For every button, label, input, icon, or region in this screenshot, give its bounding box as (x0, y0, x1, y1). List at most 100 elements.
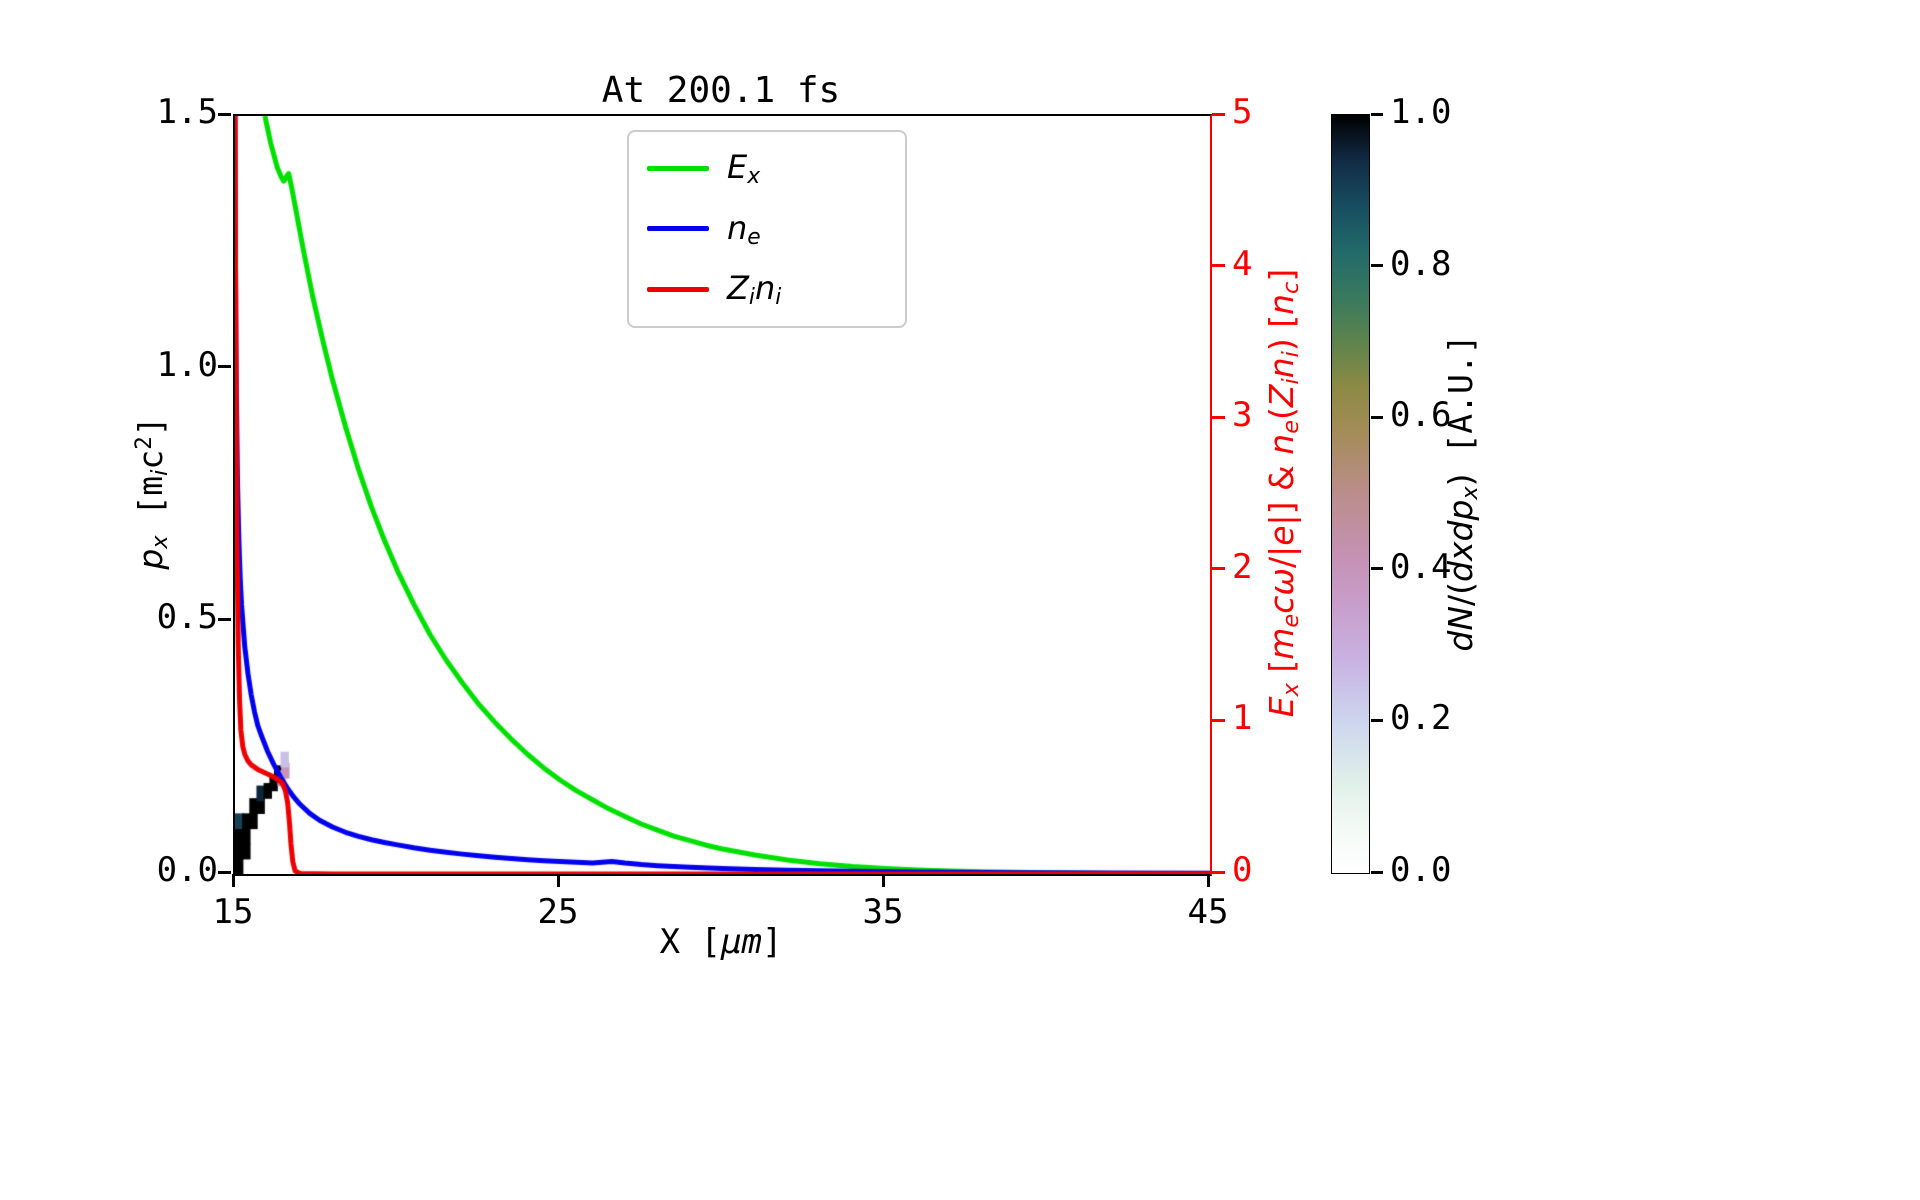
label-segment: n (1262, 357, 1302, 379)
y-left-tick-label: 0.0 (156, 850, 218, 890)
legend: Ex ne Zini (627, 130, 907, 328)
label-segment: e (1277, 419, 1304, 434)
colorbar-tick-label: 0.2 (1390, 698, 1452, 739)
label-segment: n (1262, 433, 1302, 455)
x-tick-label: 45 (1187, 892, 1229, 932)
x-tick-label: 35 (862, 892, 904, 932)
label-segment: p (131, 548, 171, 570)
y-right-tick-label: 0 (1232, 850, 1253, 890)
colorbar-tick (1371, 415, 1383, 419)
label-segment: 2 (130, 436, 157, 450)
label-segment: ( (1262, 407, 1302, 420)
label-segment: μm (720, 922, 762, 962)
y-right-tick-label: 2 (1232, 546, 1253, 587)
legend-line-swatch (647, 287, 709, 293)
label-segment: ] (761, 922, 783, 962)
label-segment: ] (1262, 268, 1302, 282)
label-segment: i (775, 285, 782, 311)
y-left-tick-label: 0.5 (156, 597, 218, 638)
label-segment: i (1277, 378, 1304, 385)
label-segment: n (754, 269, 776, 308)
label-segment: X [ (659, 922, 721, 962)
label-segment: [ (131, 495, 171, 536)
y-right-tick-label: 4 (1232, 243, 1253, 284)
colorbar-tick-label: 0.0 (1390, 850, 1452, 890)
label-segment: c (1277, 281, 1304, 294)
colorbar-label: dN/(dxdpx) [A.U.] (1441, 334, 1483, 651)
label-segment: ) (1441, 473, 1481, 487)
label-segment: dN (1441, 605, 1481, 652)
colorbar-tick (1371, 567, 1383, 571)
colorbar-tick-label: 0.4 (1390, 546, 1452, 587)
label-segment: x (147, 535, 174, 549)
y-right-tick-label: 1 (1232, 698, 1253, 739)
label-segment: i (147, 469, 174, 476)
legend-item: ne (629, 209, 905, 250)
label-segment: m (131, 475, 171, 496)
label-segment: x (1277, 683, 1304, 697)
colorbar-tick-label: 1.0 (1390, 92, 1452, 132)
colorbar-tick-label: 0.8 (1390, 243, 1452, 284)
legend-label: Ex (727, 148, 760, 189)
label-segment: e (747, 224, 761, 250)
y-right-tick (1212, 264, 1225, 268)
label-segment: /| (1262, 545, 1302, 568)
label-segment: ] (131, 416, 171, 437)
y-axis-label-right: Ex [mecω/|e|] & ne(Zini) [nc] (1262, 269, 1304, 718)
label-segment: c (131, 449, 171, 470)
colorbar-tick (1371, 718, 1383, 722)
y-right-tick (1212, 415, 1225, 419)
label-segment: |] & (1262, 454, 1302, 526)
label-segment: e (1277, 613, 1304, 628)
y-left-tick (218, 365, 231, 369)
label-segment: E (727, 147, 748, 186)
label-segment: c (1262, 595, 1302, 614)
y-right-tick (1212, 112, 1225, 116)
colorbar-tick (1371, 112, 1383, 116)
x-axis-label: X [μm] (660, 922, 783, 962)
legend-label: ne (727, 209, 761, 250)
chart-title: At 200.1 fs (601, 70, 841, 111)
y-right-tick (1212, 567, 1225, 571)
label-segment: m (1262, 627, 1302, 660)
legend-line-swatch (647, 226, 709, 232)
y-left-tick-label: 1.0 (156, 344, 218, 385)
colorbar-tick (1371, 870, 1383, 874)
label-segment: e (1262, 525, 1302, 546)
y-right-tick (1212, 718, 1225, 722)
label-segment: n (1262, 293, 1302, 315)
x-tick-label: 15 (212, 892, 254, 932)
label-segment: x (747, 163, 761, 189)
colorbar (1331, 114, 1370, 874)
label-segment: x (1456, 486, 1483, 500)
label-segment: [ (1262, 659, 1302, 684)
y-left-tick-label: 1.5 (156, 92, 218, 132)
legend-label: Zini (727, 269, 781, 310)
y-right-tick-label: 5 (1232, 92, 1253, 132)
y-left-tick (218, 617, 231, 621)
label-segment: Z (727, 269, 749, 308)
y-left-tick (218, 112, 231, 116)
label-segment: E (1262, 696, 1302, 718)
y-left-tick (218, 870, 231, 874)
label-segment: i (1277, 351, 1304, 358)
y-right-tick (1212, 870, 1225, 874)
label-segment: i (748, 285, 755, 311)
label-segment: ) [ (1262, 314, 1302, 352)
legend-item: Zini (629, 269, 905, 310)
label-segment: Z (1262, 384, 1302, 408)
x-tick (556, 874, 560, 887)
x-tick-label: 25 (537, 892, 579, 932)
y-axis-label-left: px [mic2] (131, 416, 173, 569)
label-segment: n (727, 208, 748, 247)
x-tick (881, 874, 885, 887)
legend-item: Ex (629, 148, 905, 189)
x-tick (231, 874, 235, 887)
y-right-tick-label: 3 (1232, 395, 1253, 436)
legend-line-swatch (647, 165, 709, 171)
colorbar-tick (1371, 264, 1383, 268)
colorbar-tick-label: 0.6 (1390, 395, 1452, 436)
label-segment: ω (1262, 568, 1302, 596)
x-tick (1206, 874, 1210, 887)
